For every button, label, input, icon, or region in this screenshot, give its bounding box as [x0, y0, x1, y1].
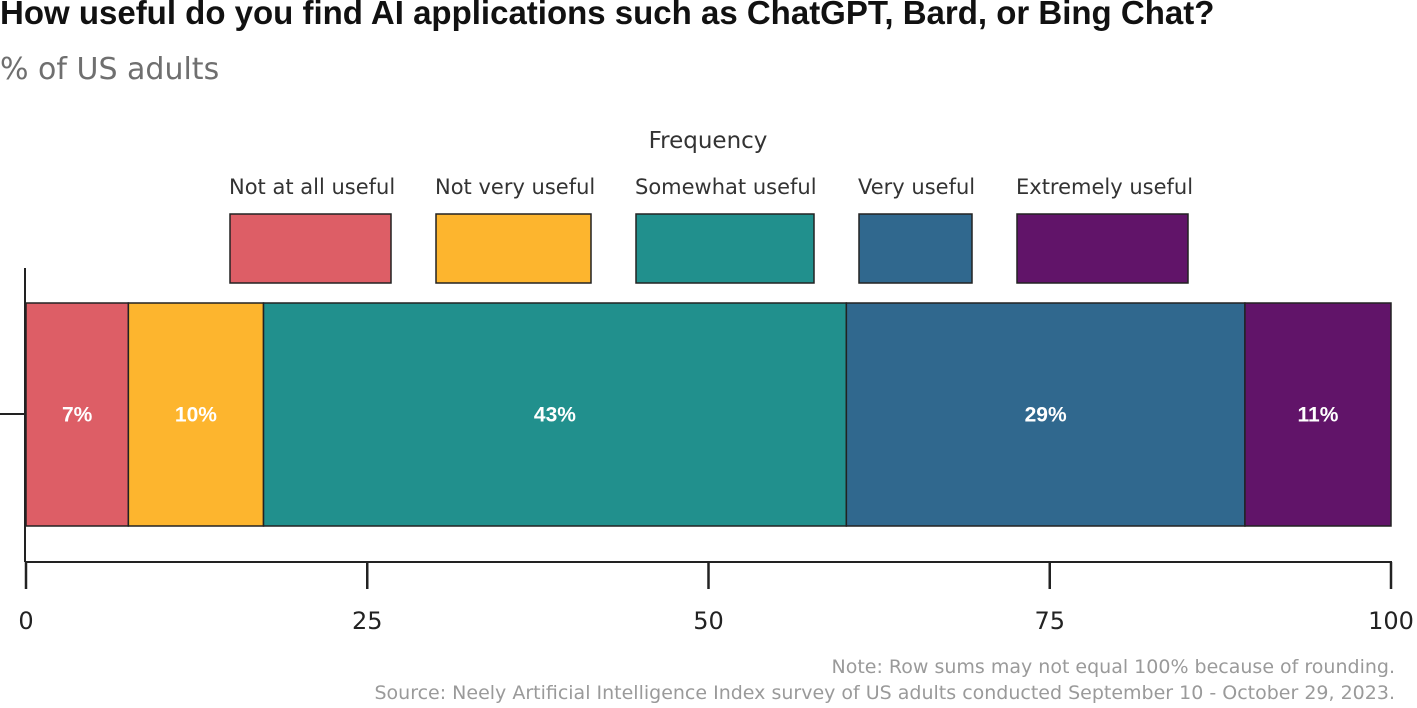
bar-not-at-all-useful	[25, 302, 130, 527]
bar-very-useful	[845, 302, 1246, 527]
legend-swatch-not-at-all-useful	[229, 213, 392, 284]
axes: 0 25 50 75 100	[0, 268, 1414, 635]
chart-source: Source: Neely Artificial Intelligence In…	[374, 682, 1395, 704]
chart-title: How useful do you find AI applications s…	[0, 0, 1215, 31]
bar-extremely-useful	[1244, 302, 1392, 527]
legend-title: Frequency	[649, 128, 768, 154]
legend-swatch-extremely-useful	[1016, 213, 1189, 284]
legend-label-extremely-useful: Extremely useful	[1016, 175, 1193, 199]
legend-swatch-somewhat-useful	[635, 213, 815, 284]
data-label-not-very-useful: 10%	[175, 404, 217, 427]
bar-somewhat-useful	[262, 302, 848, 527]
x-tick-label-50: 50	[693, 607, 724, 635]
data-label-not-at-all-useful: 7%	[62, 404, 93, 427]
x-tick-label-0: 0	[18, 607, 33, 635]
legend-label-very-useful: Very useful	[858, 175, 975, 199]
legend-label-not-very-useful: Not very useful	[435, 175, 595, 199]
data-label-somewhat-useful: 43%	[534, 404, 576, 427]
x-tick-label-75: 75	[1034, 607, 1065, 635]
legend-label-somewhat-useful: Somewhat useful	[635, 175, 817, 199]
bar-group: 7% 10% 43% 29% 11%	[25, 302, 1392, 527]
x-tick-label-25: 25	[352, 607, 383, 635]
chart-note: Note: Row sums may not equal 100% becaus…	[831, 656, 1395, 678]
data-label-extremely-useful: 11%	[1298, 404, 1339, 427]
legend: Not at all useful Not very useful Somewhat…	[229, 175, 1193, 284]
legend-label-not-at-all-useful: Not at all useful	[229, 175, 395, 199]
x-tick-label-100: 100	[1368, 607, 1414, 635]
data-label-very-useful: 29%	[1025, 404, 1067, 427]
chart-subtitle: % of US adults	[0, 52, 220, 87]
legend-swatch-very-useful	[858, 213, 973, 284]
legend-swatch-not-very-useful	[435, 213, 592, 284]
